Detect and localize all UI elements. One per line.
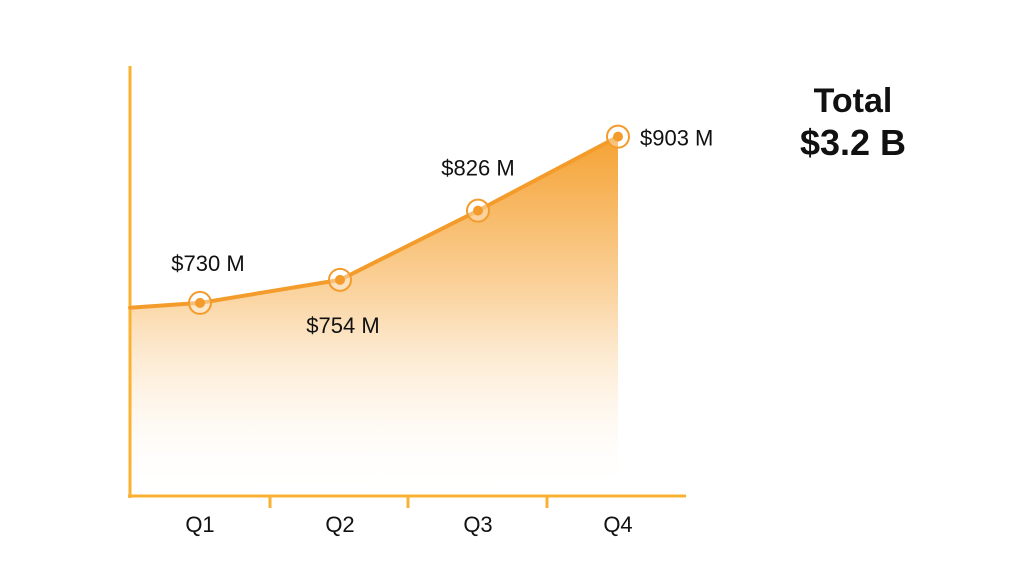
data-point-q1 [188, 290, 212, 315]
data-points [188, 124, 630, 315]
x-tick-label-q1: Q1 [185, 512, 214, 537]
x-tick-label-q2: Q2 [325, 512, 354, 537]
x-tick-label-q3: Q3 [463, 512, 492, 537]
data-label-q2: $754 M [306, 313, 379, 338]
data-point-q3 [466, 198, 490, 223]
x-tick-label-q4: Q4 [603, 512, 632, 537]
area-fill [130, 136, 618, 496]
total-value: $3.2 B [799, 122, 907, 163]
data-labels: $730 M $754 M $826 M $903 M [171, 126, 713, 338]
data-label-q4: $903 M [640, 126, 713, 151]
total-label: Total [813, 82, 893, 120]
data-label-q1: $730 M [171, 251, 244, 276]
data-point-q2 [328, 267, 352, 292]
data-label-q3: $826 M [441, 156, 514, 181]
data-point-q4 [606, 124, 630, 149]
x-tick-labels: Q1 Q2 Q3 Q4 [185, 512, 632, 537]
total-summary: Total $3.2 B [770, 80, 936, 164]
area-layer [130, 136, 618, 496]
axes [128, 66, 686, 508]
